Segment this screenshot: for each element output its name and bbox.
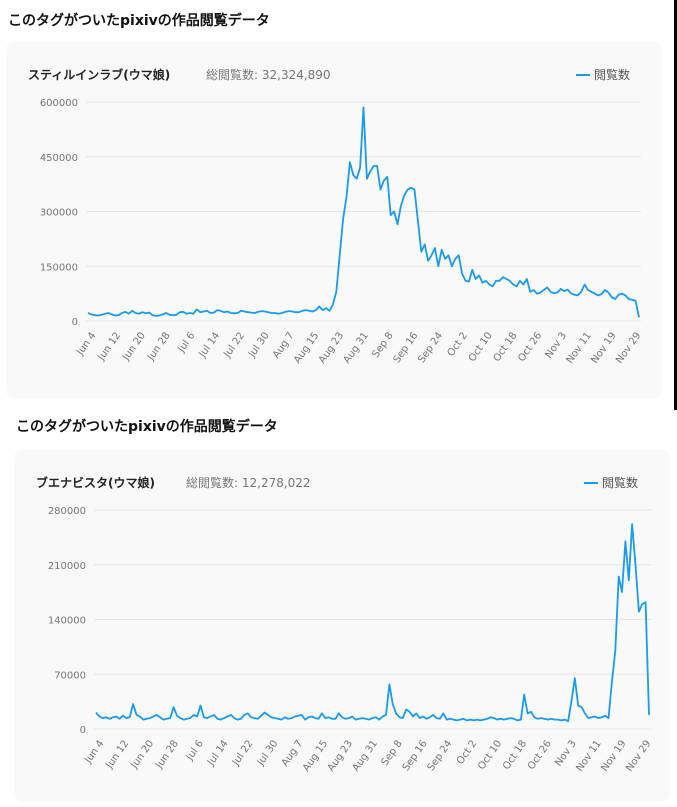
x-tick-label: Jul 30 <box>255 738 281 768</box>
y-tick-label: 280000 <box>48 506 86 517</box>
y-tick-label: 300000 <box>40 208 78 219</box>
x-tick-label: Oct 26 <box>526 738 554 772</box>
x-tick-label: Jul 6 <box>176 330 198 355</box>
chart-title: スティルインラブ(ウマ娘) <box>28 68 171 82</box>
x-tick-label: Jun 20 <box>120 330 148 363</box>
y-tick-label: 0 <box>80 725 86 736</box>
x-tick-label: Jul 14 <box>205 738 231 768</box>
legend-swatch <box>583 481 598 484</box>
section-heading: このタグがついたpixivの作品閲覧データ <box>16 419 278 435</box>
chart-title: ブエナビスタ(ウマ娘) <box>36 476 155 490</box>
legend-label: 閲覧数 <box>593 68 630 82</box>
x-tick-label: Jun 12 <box>104 738 132 771</box>
x-tick-label: Jul 14 <box>197 330 223 360</box>
x-tick-label: Sep 24 <box>426 738 455 773</box>
legend[interactable]: 閲覧数 <box>575 66 630 83</box>
y-tick-label: 150000 <box>40 262 78 273</box>
x-tick-label: Oct 10 <box>476 738 504 772</box>
chart-panel-1: スティルインラブ(ウマ娘) 総閲覧数: 32,324,890 閲覧数 60000… <box>6 42 662 398</box>
x-tick-label: Jul 6 <box>184 738 206 763</box>
x-tick-label: Jun 4 <box>82 738 106 766</box>
y-tick-label: 210000 <box>48 561 86 572</box>
x-tick-label: Jun 20 <box>129 738 157 771</box>
legend-label: 閲覧数 <box>601 476 638 490</box>
legend-swatch <box>575 73 590 76</box>
x-tick-label: Oct 18 <box>492 330 520 364</box>
x-tick-label: Sep 8 <box>380 738 405 768</box>
total-views: 総閲覧数: 32,324,890 <box>206 68 331 82</box>
y-tick-label: 70000 <box>54 670 86 681</box>
x-tick-label: Sep 24 <box>416 330 445 365</box>
x-tick-label: Aug 7 <box>280 738 306 768</box>
series-line-views <box>95 523 650 723</box>
x-tick-label: Oct 2 <box>455 738 479 766</box>
x-tick-label: Sep 16 <box>401 738 430 773</box>
x-tick-label: Oct 18 <box>501 738 529 772</box>
legend[interactable]: 閲覧数 <box>583 474 638 491</box>
section-heading: このタグがついたpixivの作品閲覧データ <box>8 13 270 29</box>
x-tick-label: Jul 22 <box>230 738 256 768</box>
x-tick-label: Aug 7 <box>271 330 297 360</box>
x-tick-label: Nov 29 <box>614 330 643 365</box>
x-tick-label: Jun 4 <box>74 330 98 358</box>
y-tick-label: 140000 <box>48 616 86 627</box>
x-tick-label: Sep 8 <box>370 330 395 360</box>
x-tick-label: Nov 3 <box>543 330 569 360</box>
y-tick-label: 600000 <box>40 98 78 109</box>
total-views: 総閲覧数: 12,278,022 <box>186 476 311 490</box>
x-tick-label: Jul 22 <box>221 330 247 360</box>
x-tick-label: Jun 28 <box>153 738 181 771</box>
x-tick-label: Oct 26 <box>516 330 544 364</box>
series-line-views <box>87 106 640 318</box>
x-tick-label: Jul 30 <box>246 330 272 360</box>
x-tick-label: Nov 29 <box>624 738 653 773</box>
chart-panel-2: ブエナビスタ(ウマ娘) 総閲覧数: 12,278,022 閲覧数 280000 2… <box>14 450 670 802</box>
y-tick-label: 450000 <box>40 153 78 164</box>
x-tick-label: Aug 31 <box>351 738 380 773</box>
edge-strip <box>674 0 677 410</box>
x-tick-label: Jun 28 <box>145 330 173 363</box>
y-tick-label: 0 <box>72 317 78 328</box>
x-tick-label: Oct 10 <box>467 330 495 364</box>
x-tick-label: Oct 2 <box>446 330 470 358</box>
x-tick-label: Aug 31 <box>342 330 371 365</box>
x-tick-label: Nov 3 <box>553 738 579 768</box>
x-tick-label: Jun 12 <box>96 330 124 363</box>
